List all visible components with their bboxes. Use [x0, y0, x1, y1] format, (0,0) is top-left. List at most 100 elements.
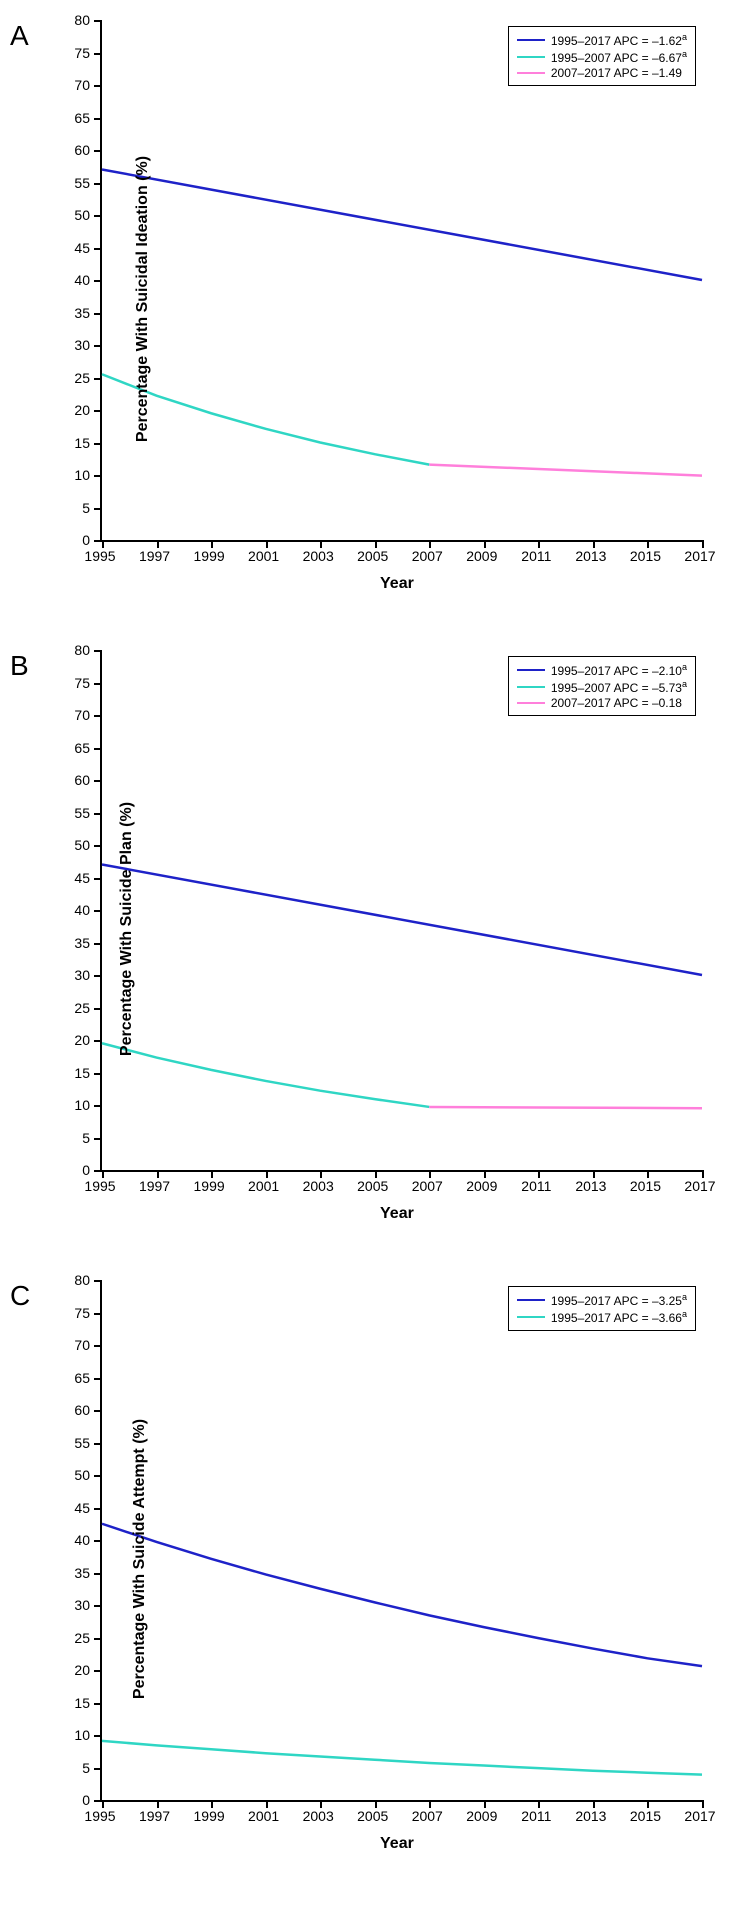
legend-text: 1995–2017 APC = –2.10a — [551, 662, 687, 678]
legend-swatch — [517, 1299, 545, 1301]
x-tick — [429, 1170, 431, 1178]
y-tick-label: 0 — [50, 532, 90, 548]
y-tick-label: 70 — [50, 77, 90, 93]
y-tick — [94, 53, 102, 55]
x-tick-label: 2001 — [248, 1178, 279, 1194]
legend-text: 1995–2017 APC = –3.25a — [551, 1292, 687, 1308]
y-tick-label: 20 — [50, 1662, 90, 1678]
y-tick-label: 60 — [50, 772, 90, 788]
legend-text: 1995–2007 APC = –5.73a — [551, 679, 687, 695]
series-line-1 — [102, 1741, 702, 1775]
x-tick — [538, 540, 540, 548]
x-tick-label: 2003 — [303, 1808, 334, 1824]
legend-row: 2007–2017 APC = –0.18 — [517, 696, 687, 710]
x-tick — [484, 1800, 486, 1808]
y-tick — [94, 280, 102, 282]
y-tick — [94, 118, 102, 120]
y-tick — [94, 508, 102, 510]
panel-c: C 051015202530354045505560657075801995–20… — [10, 1280, 721, 1890]
y-tick — [94, 150, 102, 152]
legend: 1995–2017 APC = –1.62a1995–2007 APC = –6… — [508, 26, 696, 86]
legend-swatch — [517, 1316, 545, 1318]
y-tick — [94, 1573, 102, 1575]
x-axis-title: Year — [380, 1205, 414, 1223]
x-tick — [702, 540, 704, 548]
x-tick-label: 2007 — [412, 1808, 443, 1824]
x-tick — [211, 1800, 213, 1808]
x-tick — [484, 1170, 486, 1178]
y-tick-label: 35 — [50, 935, 90, 951]
x-tick-label: 1999 — [194, 548, 225, 564]
x-tick-label: 2003 — [303, 548, 334, 564]
x-tick-label: 2009 — [466, 548, 497, 564]
legend-swatch — [517, 72, 545, 74]
y-tick — [94, 1008, 102, 1010]
y-tick — [94, 683, 102, 685]
x-tick — [429, 1800, 431, 1808]
y-tick-label: 15 — [50, 435, 90, 451]
y-tick-label: 40 — [50, 1532, 90, 1548]
y-tick — [94, 1638, 102, 1640]
x-tick-label: 1999 — [194, 1178, 225, 1194]
panel-b: B051015202530354045505560657075801995–20… — [10, 650, 721, 1260]
x-tick-label: 2005 — [357, 1808, 388, 1824]
legend-text: 2007–2017 APC = –1.49 — [551, 66, 682, 80]
x-tick — [211, 540, 213, 548]
y-tick-label: 60 — [50, 1402, 90, 1418]
y-tick — [94, 215, 102, 217]
series-line-2 — [429, 1107, 702, 1108]
x-tick — [375, 1170, 377, 1178]
legend-swatch — [517, 686, 545, 688]
y-tick — [94, 813, 102, 815]
y-tick-label: 70 — [50, 707, 90, 723]
chart-area: 051015202530354045505560657075801995–201… — [100, 1280, 702, 1802]
x-tick-label: 2003 — [303, 1178, 334, 1194]
y-tick-label: 15 — [50, 1695, 90, 1711]
x-tick — [266, 1800, 268, 1808]
x-tick — [157, 1170, 159, 1178]
panel-label: C — [10, 1280, 30, 1312]
y-tick — [94, 1703, 102, 1705]
y-tick — [94, 1508, 102, 1510]
y-tick-label: 5 — [50, 1130, 90, 1146]
x-tick — [320, 1800, 322, 1808]
y-tick-label: 30 — [50, 967, 90, 983]
legend-text: 1995–2007 APC = –6.67a — [551, 49, 687, 65]
x-tick — [320, 540, 322, 548]
series-line-1 — [102, 1043, 429, 1107]
x-tick — [320, 1170, 322, 1178]
x-tick — [538, 1170, 540, 1178]
y-tick-label: 55 — [50, 1435, 90, 1451]
y-tick — [94, 1443, 102, 1445]
y-tick-label: 80 — [50, 12, 90, 28]
y-tick-label: 5 — [50, 1760, 90, 1776]
legend-text: 1995–2017 APC = –1.62a — [551, 32, 687, 48]
y-tick — [94, 1540, 102, 1542]
y-tick — [94, 1280, 102, 1282]
y-tick-label: 80 — [50, 642, 90, 658]
y-tick — [94, 378, 102, 380]
y-tick — [94, 1735, 102, 1737]
y-tick — [94, 748, 102, 750]
y-tick — [94, 975, 102, 977]
y-tick — [94, 1800, 102, 1802]
y-tick-label: 35 — [50, 305, 90, 321]
x-tick — [102, 540, 104, 548]
y-tick-label: 50 — [50, 207, 90, 223]
y-tick-label: 20 — [50, 1032, 90, 1048]
y-tick — [94, 1670, 102, 1672]
y-tick-label: 0 — [50, 1792, 90, 1808]
x-tick-label: 2017 — [684, 1178, 715, 1194]
x-tick-label: 2009 — [466, 1178, 497, 1194]
x-tick — [593, 540, 595, 548]
y-tick — [94, 1768, 102, 1770]
y-tick — [94, 943, 102, 945]
y-tick — [94, 910, 102, 912]
y-tick — [94, 715, 102, 717]
y-axis-title: Percentage With Suicide Attempt (%) — [131, 1419, 149, 1699]
panel-label: B — [10, 650, 29, 682]
y-tick-label: 60 — [50, 142, 90, 158]
y-tick-label: 40 — [50, 272, 90, 288]
y-tick-label: 45 — [50, 1500, 90, 1516]
y-tick-label: 10 — [50, 1097, 90, 1113]
